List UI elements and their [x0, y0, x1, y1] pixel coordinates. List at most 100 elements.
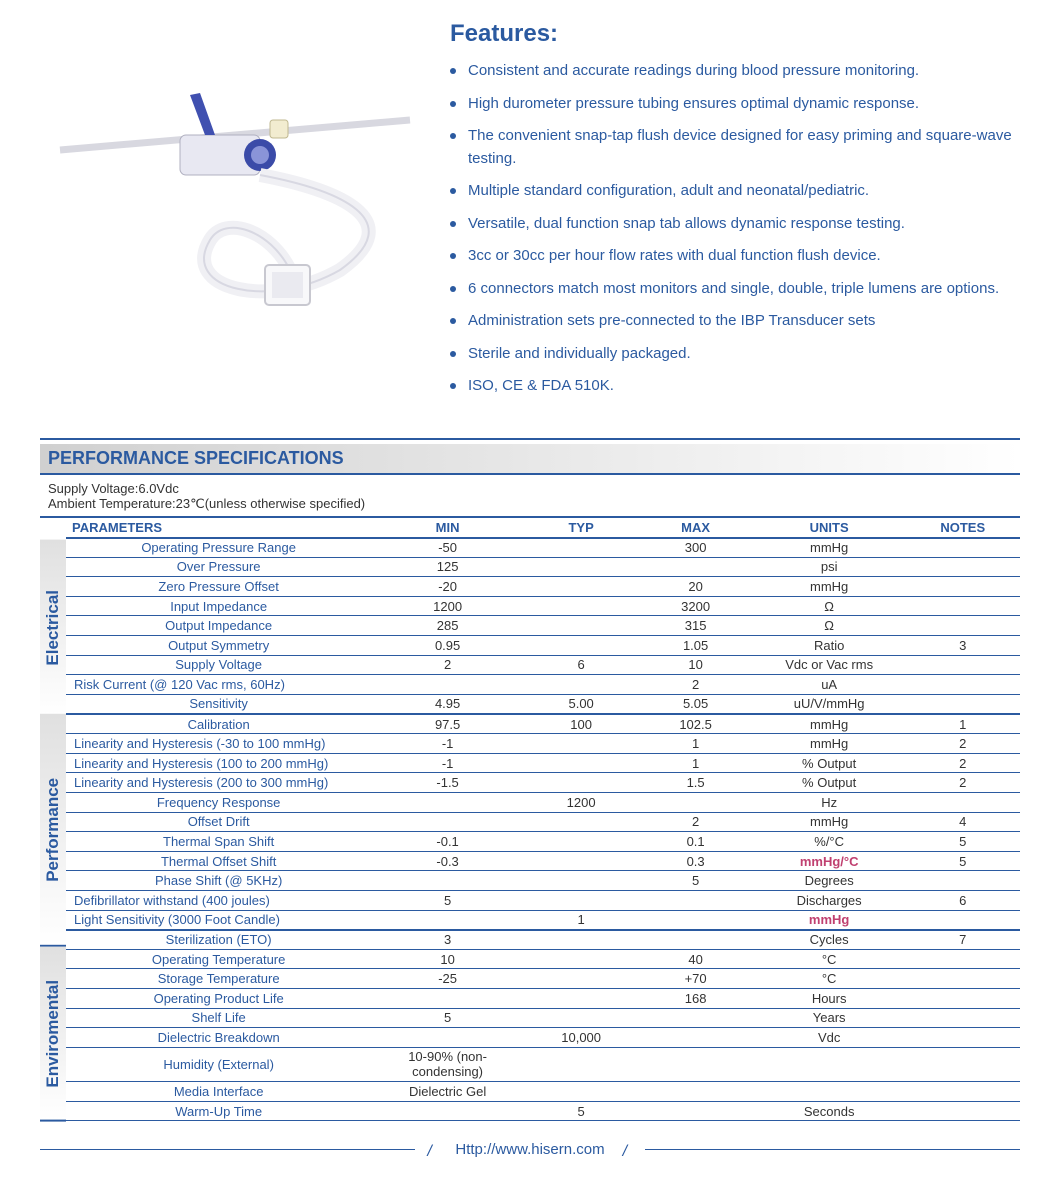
- col-units: UNITS: [753, 518, 906, 538]
- cell: 4.95: [371, 694, 524, 714]
- col-typ: TYP: [524, 518, 638, 538]
- cell: Shelf Life: [66, 1008, 371, 1028]
- col-parameters: PARAMETERS: [66, 518, 371, 538]
- cell: % Output: [753, 773, 906, 793]
- cell: -50: [371, 538, 524, 558]
- cell: mmHg: [753, 734, 906, 754]
- table-row: Sterilization (ETO)3Cycles7: [66, 930, 1020, 950]
- cell: +70: [638, 969, 752, 989]
- cell: [638, 910, 752, 930]
- cell: [638, 930, 752, 950]
- cell: Offset Drift: [66, 812, 371, 832]
- cell: [524, 773, 638, 793]
- cell: -1: [371, 753, 524, 773]
- footer-url[interactable]: Http://www.hisern.com: [449, 1141, 610, 1158]
- cell: [753, 1047, 906, 1081]
- cell: [638, 1028, 752, 1048]
- table-row: Output Impedance285315Ω: [66, 616, 1020, 636]
- cell: Over Pressure: [66, 557, 371, 577]
- cell: [638, 1081, 752, 1101]
- cell: [371, 675, 524, 695]
- cell: [905, 1008, 1020, 1028]
- table-row: Shelf Life5Years: [66, 1008, 1020, 1028]
- table-row: Warm-Up Time5Seconds: [66, 1101, 1020, 1121]
- cell: 40: [638, 949, 752, 969]
- cell: Sterilization (ETO): [66, 930, 371, 950]
- cell: [524, 577, 638, 597]
- cell: [524, 753, 638, 773]
- cell: 102.5: [638, 714, 752, 734]
- cell: [524, 871, 638, 891]
- table-row: Over Pressure125psi: [66, 557, 1020, 577]
- cell: Dielectric Breakdown: [66, 1028, 371, 1048]
- cell: mmHg: [753, 812, 906, 832]
- cell: Linearity and Hysteresis (-30 to 100 mmH…: [66, 734, 371, 754]
- device-illustration-icon: [40, 20, 420, 340]
- cell: Thermal Offset Shift: [66, 851, 371, 871]
- slash-icon: /: [427, 1143, 437, 1157]
- cell: Operating Temperature: [66, 949, 371, 969]
- cell: [638, 890, 752, 910]
- cell: -0.3: [371, 851, 524, 871]
- cell: 5: [524, 1101, 638, 1121]
- cell: [905, 675, 1020, 695]
- cell: [905, 1047, 1020, 1081]
- cell: -25: [371, 969, 524, 989]
- cell: 97.5: [371, 714, 524, 734]
- table-row: Humidity (External)10-90% (non-condensin…: [66, 1047, 1020, 1081]
- cell: 10: [638, 655, 752, 675]
- spec-body: Operating Pressure Range-50300mmHgOver P…: [66, 538, 1020, 1121]
- cell: [524, 969, 638, 989]
- cell: 3: [905, 636, 1020, 656]
- cell: [905, 1028, 1020, 1048]
- table-row: Calibration97.5100102.5mmHg1: [66, 714, 1020, 734]
- cell: [905, 538, 1020, 558]
- cell: 3200: [638, 596, 752, 616]
- table-row: Dielectric Breakdown10,000Vdc: [66, 1028, 1020, 1048]
- cell: Output Symmetry: [66, 636, 371, 656]
- table-row: Sensitivity4.955.005.05uU/V/mmHg: [66, 694, 1020, 714]
- table-row: Linearity and Hysteresis (100 to 200 mmH…: [66, 753, 1020, 773]
- cell: [524, 812, 638, 832]
- cell: 1200: [524, 792, 638, 812]
- cell: 5: [371, 1008, 524, 1028]
- table-row: Operating Product Life168Hours: [66, 989, 1020, 1009]
- cell: [753, 1081, 906, 1101]
- cell: 5: [638, 871, 752, 891]
- cell: 315: [638, 616, 752, 636]
- table-row: Linearity and Hysteresis (200 to 300 mmH…: [66, 773, 1020, 793]
- features-list: Consistent and accurate readings during …: [450, 60, 1020, 398]
- feature-item: ISO, CE & FDA 510K.: [450, 375, 1020, 398]
- table-row: Offset Drift2mmHg4: [66, 812, 1020, 832]
- cell: -1.5: [371, 773, 524, 793]
- top-section: Features: Consistent and accurate readin…: [40, 20, 1020, 408]
- cell: Hz: [753, 792, 906, 812]
- table-row: Operating Temperature1040°C: [66, 949, 1020, 969]
- cell: [524, 930, 638, 950]
- cell: 168: [638, 989, 752, 1009]
- category-labels: ElectricalPerformanceEnviromental: [40, 518, 66, 1122]
- cell: 1: [638, 753, 752, 773]
- cell: [638, 1047, 752, 1081]
- footer: / Http://www.hisern.com /: [40, 1141, 1020, 1158]
- cell: 2: [905, 753, 1020, 773]
- feature-item: 6 connectors match most monitors and sin…: [450, 278, 1020, 301]
- cell: 5.05: [638, 694, 752, 714]
- cell: [524, 1081, 638, 1101]
- cell: 0.1: [638, 832, 752, 852]
- cell: -0.1: [371, 832, 524, 852]
- cell: [905, 557, 1020, 577]
- cell: [905, 969, 1020, 989]
- cell: Phase Shift (@ 5KHz): [66, 871, 371, 891]
- feature-item: Consistent and accurate readings during …: [450, 60, 1020, 83]
- cell: [524, 538, 638, 558]
- spec-meta: Supply Voltage:6.0Vdc Ambient Temperatur…: [40, 475, 1020, 516]
- cell: 5: [371, 890, 524, 910]
- cell: [524, 851, 638, 871]
- footer-line: [645, 1149, 1020, 1150]
- table-row: Defibrillator withstand (400 joules)5Dis…: [66, 890, 1020, 910]
- cell: 20: [638, 577, 752, 597]
- cell: [371, 871, 524, 891]
- cell: 1: [638, 734, 752, 754]
- spec-meta-voltage: Supply Voltage:6.0Vdc: [48, 481, 1012, 496]
